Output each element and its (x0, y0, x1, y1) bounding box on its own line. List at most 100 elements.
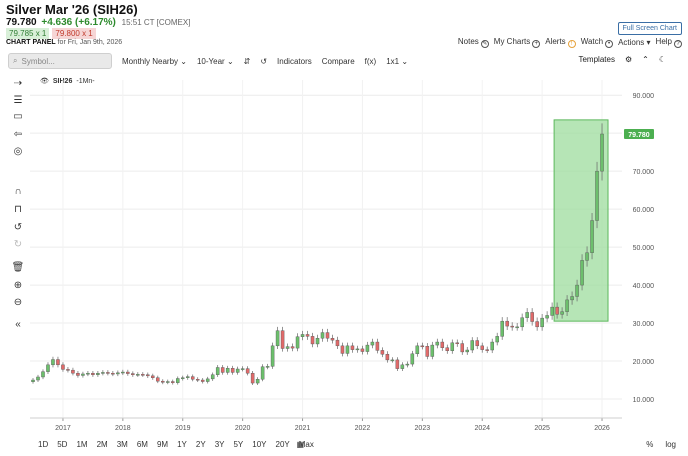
panel-date: for Fri, Jan 9th, 2026 (57, 39, 123, 46)
eye-icon[interactable]: 👁 (40, 78, 49, 85)
layout-dropdown[interactable]: 1x1 ⌄ (386, 56, 409, 66)
candle-body (475, 340, 479, 347)
rectangle-icon[interactable]: ▭ (13, 111, 23, 122)
y-tick-label: 10.000 (633, 397, 655, 404)
range-button-5d[interactable]: 5D (57, 440, 68, 449)
watch-link[interactable]: Watch • (581, 37, 614, 48)
function-button[interactable]: f(x) (364, 56, 377, 66)
candle-body (585, 252, 589, 261)
candle-body (86, 372, 90, 375)
candle-body (46, 364, 50, 372)
range-button-2y[interactable]: 2Y (195, 440, 206, 449)
range-button-1y[interactable]: 1Y (177, 440, 187, 449)
fullscreen-button[interactable]: Full Screen Chart (617, 22, 682, 35)
range-dropdown[interactable]: 10-Year ⌄ (196, 56, 234, 66)
range-button-max[interactable]: Max (298, 440, 314, 449)
redo-icon[interactable]: ↻ (13, 239, 23, 250)
top-links: Notes ✎ My Charts + Alerts! Watch • Actions… (458, 37, 682, 48)
candle-body (36, 376, 40, 381)
candle-body (375, 341, 380, 351)
edit-icon: ✎ (480, 40, 489, 48)
notes-link[interactable]: Notes ✎ (457, 37, 489, 48)
candle-body (490, 341, 494, 351)
range-button-3m[interactable]: 3M (116, 440, 128, 449)
arrow-icon[interactable]: ⇦ (13, 129, 23, 140)
search-icon: ⌕ (13, 56, 18, 65)
candle-body (171, 381, 175, 383)
gear-icon[interactable]: ⚙ (624, 55, 633, 64)
x-tick-label: 2022 (355, 425, 371, 432)
templates-button[interactable]: Templates (578, 55, 615, 64)
zoom-out-icon[interactable]: ⊖ (13, 297, 23, 308)
theme-icon[interactable]: ☾ (658, 55, 666, 64)
candle-body (81, 373, 85, 376)
last-price-label: 79.780 (628, 132, 650, 139)
candle-body (575, 284, 579, 297)
candle-body (385, 353, 390, 361)
quote-time: 15:51 CT [COMEX] (121, 18, 191, 27)
list-icon[interactable]: ☰ (13, 95, 23, 106)
chart-style-icon[interactable]: ↺ (260, 56, 268, 66)
candle-body (525, 312, 529, 318)
undo-icon[interactable]: ↺ (13, 222, 23, 233)
range-button-1m[interactable]: 1M (76, 440, 88, 449)
candle-body (141, 374, 145, 376)
symbol-input[interactable]: ⌕ Symbol... (8, 53, 112, 69)
lock-icon[interactable]: ⊓ (14, 204, 22, 215)
candle-body (190, 376, 195, 380)
help-link[interactable]: Help? (656, 37, 682, 48)
last-price: 79.780 (6, 17, 37, 28)
compare-button[interactable]: Compare (321, 56, 355, 66)
candle-body (310, 336, 315, 345)
chart-grid (30, 80, 622, 418)
candle-body (345, 345, 350, 354)
candle-body (205, 378, 210, 382)
shape-icon[interactable]: ◎ (13, 146, 23, 157)
eye-icon: • (605, 40, 614, 48)
range-button-6m[interactable]: 6M (136, 440, 148, 449)
my-charts-link[interactable]: My Charts + (494, 37, 541, 48)
range-button-9m[interactable]: 9M (156, 440, 169, 449)
candle-body (41, 371, 45, 378)
magnet-icon[interactable]: ∩ (14, 186, 22, 197)
indicators-button[interactable]: Indicators (277, 56, 312, 66)
x-tick-label: 2017 (55, 425, 71, 432)
candle-body (166, 381, 170, 383)
y-tick-label: 30.000 (633, 321, 655, 328)
candle-body (176, 378, 180, 383)
candle-body (465, 349, 470, 353)
legend-interval: -1Mn- (76, 77, 95, 85)
alerts-link[interactable]: Alerts! (545, 37, 576, 48)
caret-down-icon: ▾ (646, 38, 651, 47)
y-tick-label: 20.000 (633, 359, 655, 366)
price-chart[interactable]: 10.000 20.000 30.000 40.000 50.000 60.000 70.0… (30, 74, 686, 436)
calendar-icon[interactable]: ▦ (296, 440, 304, 449)
y-tick-label: 70.000 (633, 169, 655, 176)
collapse-up-icon[interactable]: ⌃ (642, 55, 649, 64)
actions-menu[interactable]: Actions ▾ (618, 38, 651, 47)
zoom-in-icon[interactable]: ⊕ (13, 280, 23, 291)
range-button-2m[interactable]: 2M (96, 440, 108, 449)
range-button-1d[interactable]: 1D (38, 440, 49, 449)
trash-icon[interactable]: 🗑 (11, 262, 25, 273)
collapse-icon[interactable]: « (15, 319, 21, 330)
crosshair-icon[interactable]: ⇢ (13, 78, 23, 89)
range-button-3y[interactable]: 3Y (214, 440, 225, 449)
candle-body (470, 340, 474, 351)
range-buttons: 1D 5D 1M 2M 3M 6M 9M 1Y 2Y 3Y 5Y 10Y 20Y Max (38, 440, 314, 449)
candle-body (420, 345, 425, 348)
candle-body (535, 321, 539, 328)
help-icon: ? (674, 40, 682, 48)
percent-toggle[interactable]: % (646, 440, 654, 449)
candle-body (495, 336, 499, 343)
candle-body (570, 296, 574, 301)
range-button-20y[interactable]: 20Y (275, 440, 290, 449)
period-dropdown[interactable]: Monthly Nearby ⌄ (122, 56, 187, 66)
settings-sliders-icon[interactable]: ⇵ (243, 56, 251, 66)
candle-body (560, 311, 564, 315)
candle-body (61, 364, 65, 370)
log-toggle[interactable]: log (665, 440, 676, 449)
range-button-10y[interactable]: 10Y (252, 440, 267, 449)
range-button-5y[interactable]: 5Y (233, 440, 244, 449)
candle-body (450, 342, 455, 351)
